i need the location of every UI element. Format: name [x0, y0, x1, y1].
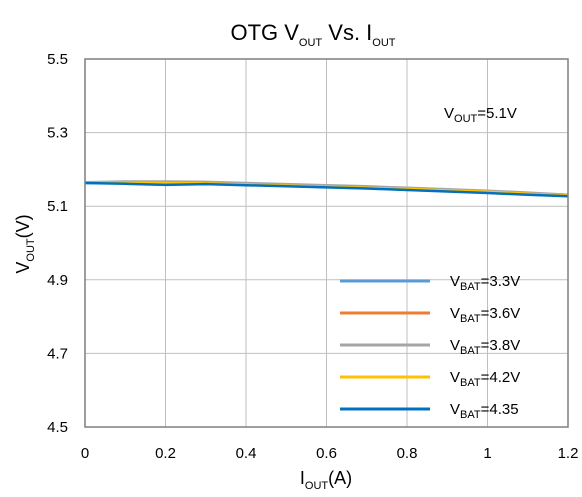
series-line: [84, 181, 569, 198]
x-tick-label: 0.2: [155, 445, 176, 462]
plot-area-border: [84, 58, 569, 428]
y-tick-label: 4.7: [47, 345, 68, 362]
x-tick-label: 0.6: [316, 445, 337, 462]
y-tick-label: 4.5: [47, 419, 68, 436]
y-tick-label: 5.3: [47, 125, 68, 142]
legend-item: VBAT=4.2V: [340, 369, 520, 389]
y-axis-ticks: 4.5 4.7 4.9 5.1 5.3 5.5: [47, 51, 68, 436]
legend-label: VBAT=4.2V: [450, 369, 520, 389]
legend-label: VBAT=3.6V: [450, 305, 520, 325]
legend-label: VBAT=3.3V: [450, 273, 520, 293]
x-tick-label: 0: [81, 445, 89, 462]
grid: [85, 59, 568, 427]
y-tick-label: 5.5: [47, 51, 68, 68]
y-tick-label: 5.1: [47, 198, 68, 215]
legend-item: VBAT=3.8V: [340, 337, 520, 357]
x-tick-label: 1: [483, 445, 491, 462]
x-axis-title: IOUT(A): [300, 468, 352, 492]
legend-item: VBAT=4.35: [340, 401, 519, 421]
y-axis-title: VOUT(V): [13, 214, 37, 273]
legend-item: VBAT=3.6V: [340, 305, 520, 325]
x-axis-ticks: 0 0.2 0.4 0.6 0.8 1 1.2: [81, 445, 579, 462]
legend: VBAT=3.3V VBAT=3.6V VBAT=3.8V VBAT=4.2V VBAT…: [340, 273, 520, 421]
legend-label: VBAT=3.8V: [450, 337, 520, 357]
x-tick-label: 1.2: [558, 445, 579, 462]
x-tick-label: 0.4: [236, 445, 257, 462]
x-tick-label: 0.8: [397, 445, 418, 462]
vout-annotation: VOUT=5.1V: [444, 105, 517, 125]
legend-label: VBAT=4.35: [450, 401, 519, 421]
series-lines: [84, 180, 569, 198]
chart-title: OTG VOUT Vs. IOUT: [230, 20, 395, 49]
y-tick-label: 4.9: [47, 272, 68, 289]
legend-item: VBAT=3.3V: [340, 273, 520, 293]
